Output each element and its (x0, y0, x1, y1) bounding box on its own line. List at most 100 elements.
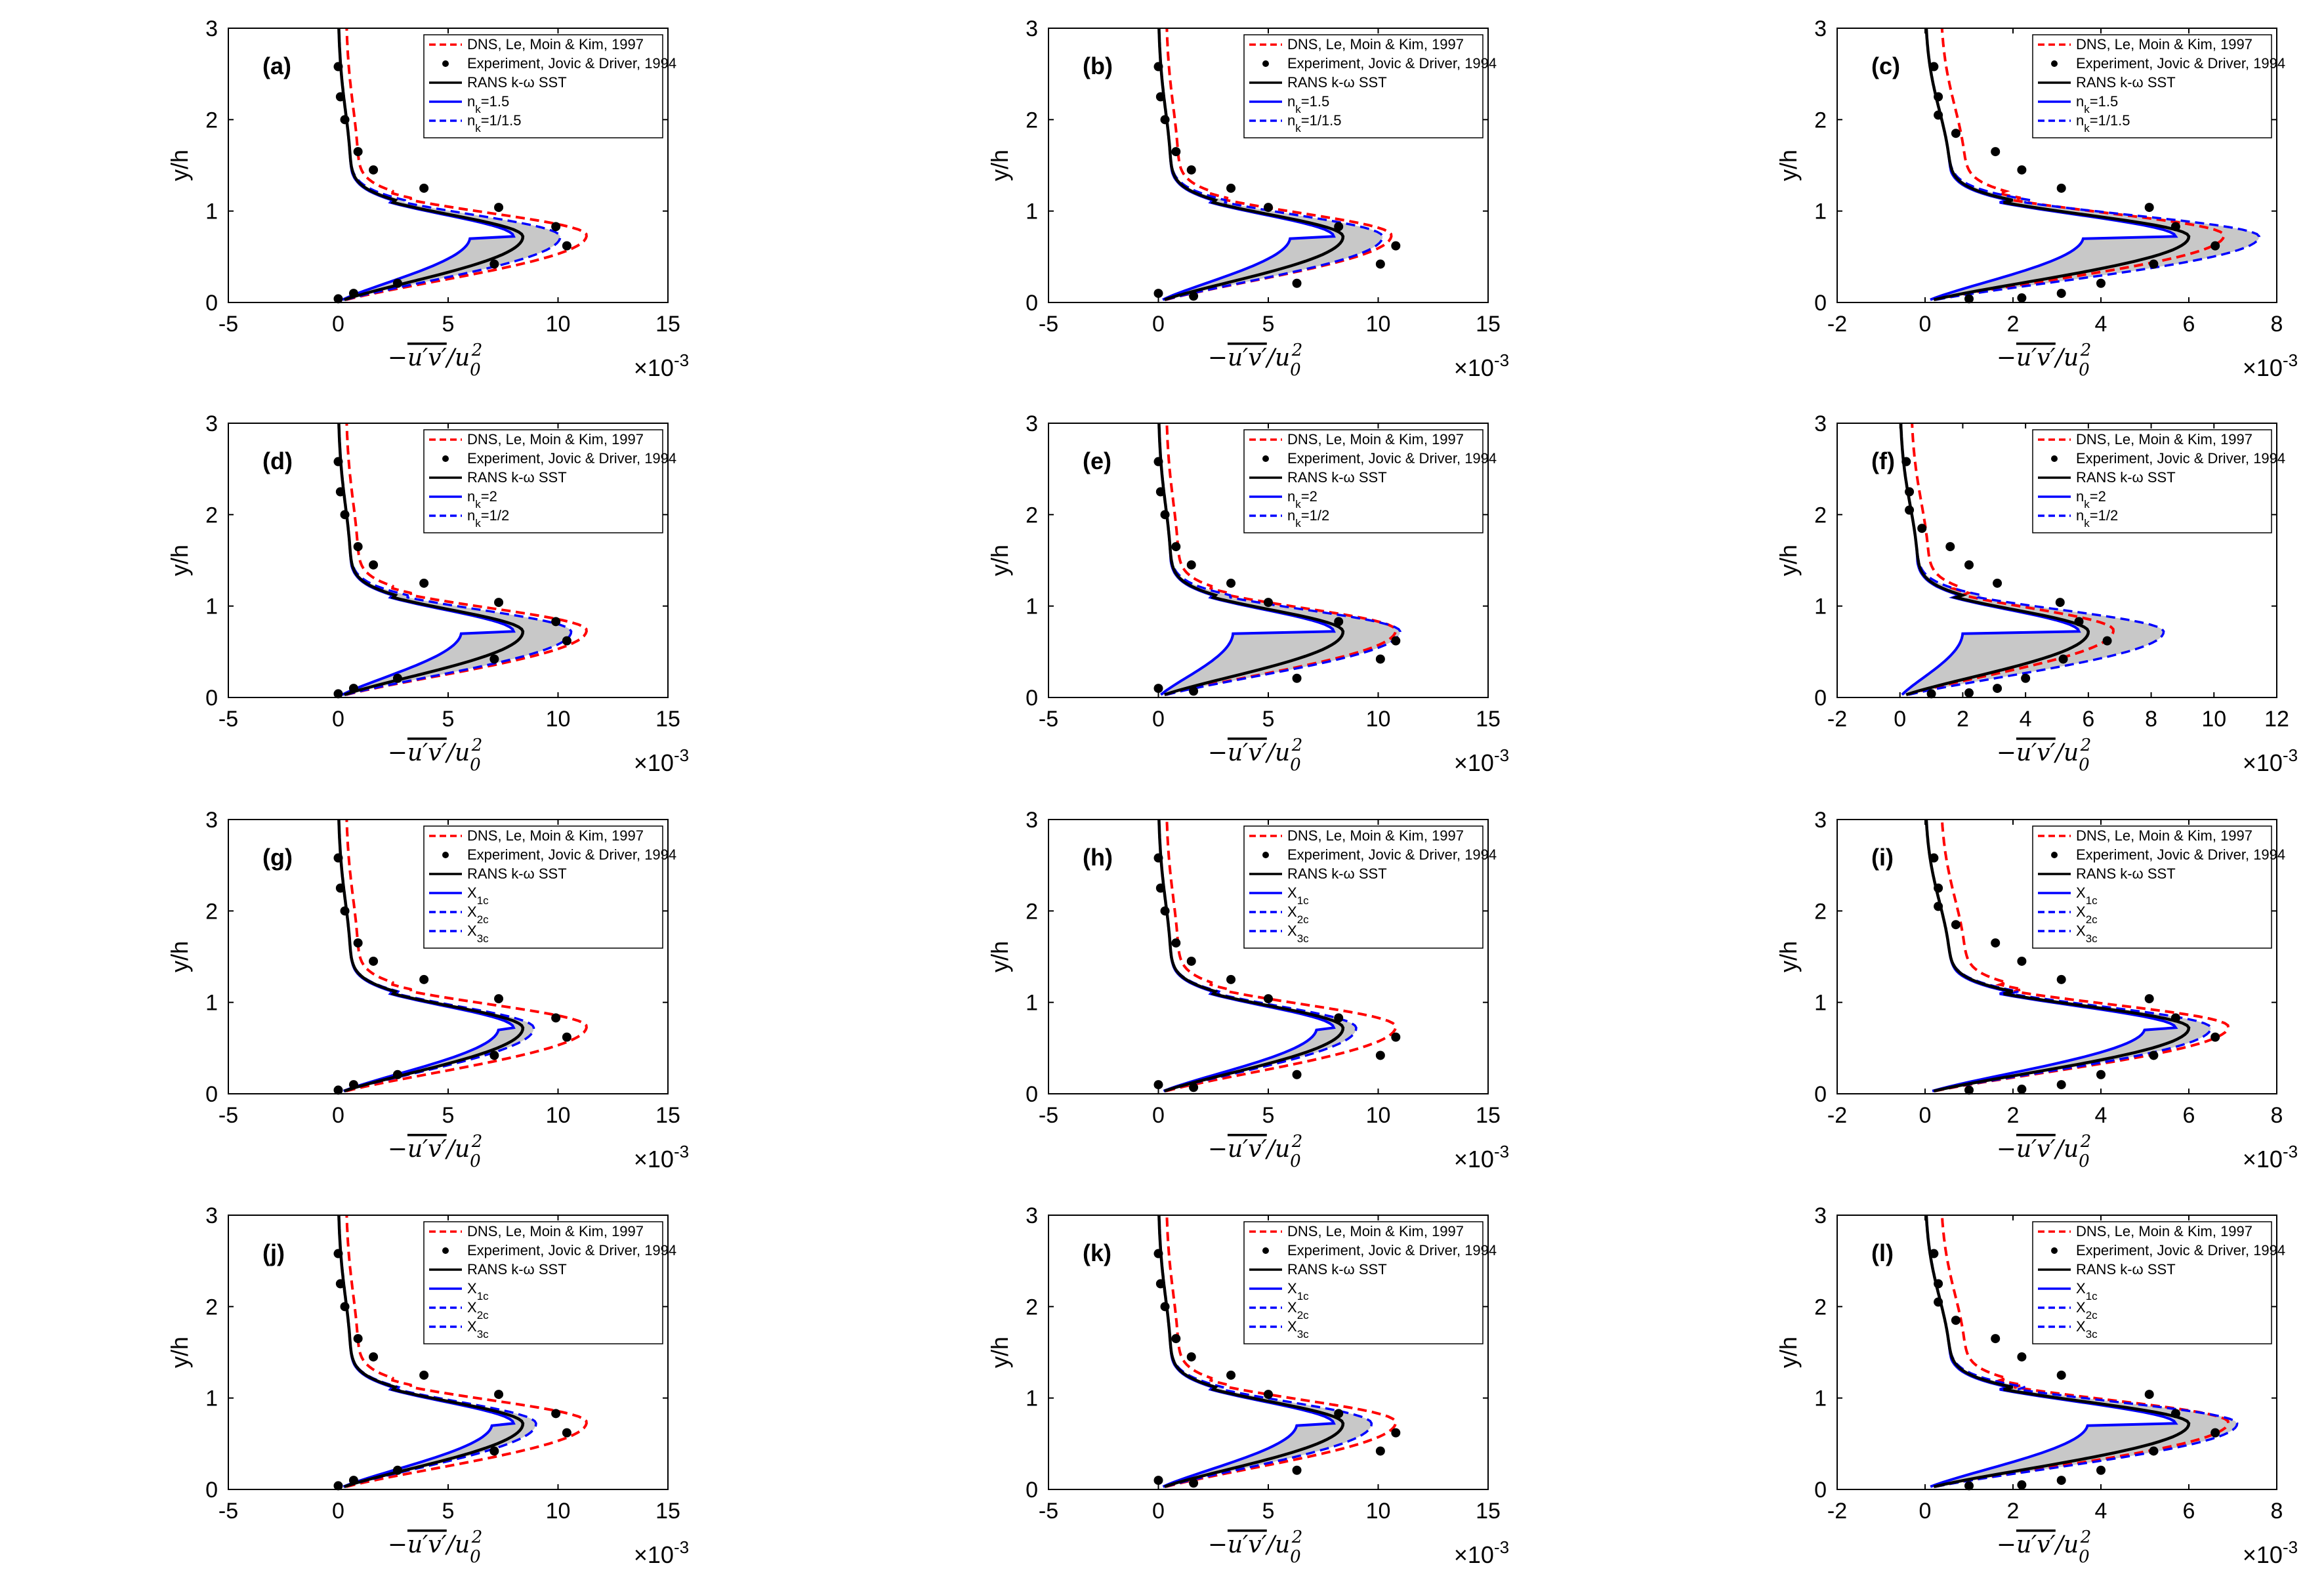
exp-point (489, 1050, 499, 1060)
x-tick-label: 0 (1919, 1103, 1932, 1128)
legend-entry: RANS k-ω SST (467, 74, 567, 91)
legend-entry: DNS, Le, Moin & Kim, 1997 (467, 1223, 644, 1239)
legend-box (1243, 1221, 1484, 1344)
legend-entry: X1c (2076, 1280, 2098, 1302)
exp-point (348, 684, 358, 694)
legend-entry: X2c (467, 904, 489, 926)
x-tick-label: 4 (2095, 312, 2107, 337)
legend-entry: DNS, Le, Moin & Kim, 1997 (2076, 431, 2252, 447)
x-tick-label: -2 (1827, 707, 1847, 732)
legend-marker (1262, 60, 1269, 67)
dns-line (1934, 819, 2230, 1092)
legend-entry: DNS, Le, Moin & Kim, 1997 (467, 431, 644, 447)
x-exponent: ×10-3 (634, 350, 689, 381)
exp-point (1334, 617, 1344, 627)
x-tick-label: -5 (218, 1499, 238, 1524)
x-tick-label: 10 (1366, 1103, 1391, 1128)
x-exponent: ×10-3 (1454, 350, 1509, 381)
exp-point (2017, 165, 2027, 175)
legend-entry: nk=1.5 (1287, 93, 1329, 115)
exp-point (340, 115, 350, 125)
exp-point (333, 457, 343, 467)
legend-box (1243, 34, 1484, 138)
exp-point (1334, 1409, 1344, 1419)
exp-point (1160, 906, 1170, 916)
y-tick-label: 3 (1026, 16, 1038, 41)
rans-line (1899, 423, 2090, 696)
legend-entry: Experiment, Jovic & Driver, 1994 (467, 450, 676, 467)
dns-line (1165, 423, 1398, 696)
y-tick-label: 3 (1026, 1203, 1038, 1228)
x-axis-label: −u′v′/u02 (1208, 736, 1302, 775)
legend-entry: RANS k-ω SST (1287, 469, 1387, 486)
y-axis-label: y/h (1775, 150, 1802, 181)
exp-point (551, 1409, 561, 1419)
x-tick-label: 8 (2145, 707, 2157, 732)
y-tick-label: 2 (1814, 1295, 1827, 1320)
exp-point (1189, 1478, 1199, 1488)
exp-point (2144, 203, 2154, 213)
legend-box (423, 1221, 663, 1344)
exp-point (562, 1428, 571, 1438)
x-tick-label: 15 (655, 1103, 680, 1128)
panel-label: (b) (1083, 52, 1113, 79)
y-tick-label: 0 (205, 686, 218, 711)
x-tick-label: 15 (655, 707, 680, 732)
legend-entry: DNS, Le, Moin & Kim, 1997 (2076, 36, 2252, 52)
exp-point (2074, 617, 2084, 627)
exp-point (1951, 920, 1961, 930)
exp-point (2096, 278, 2106, 288)
x-axis-label: −u′v′/u02 (388, 1528, 482, 1567)
legend-entry: DNS, Le, Moin & Kim, 1997 (2076, 1223, 2252, 1239)
y-tick-label: 1 (1026, 991, 1038, 1016)
panel-label: (c) (1871, 52, 1900, 79)
exp-point (419, 1370, 429, 1380)
x-tick-label: -5 (218, 707, 238, 732)
x-tick-label: -5 (1039, 1499, 1058, 1524)
x-axis-label: −u′v′/u02 (1208, 341, 1302, 380)
exp-point (348, 1080, 358, 1090)
x-tick-label: 15 (1476, 1103, 1501, 1128)
y-tick-label: 2 (1814, 899, 1827, 924)
x-tick-label: -5 (218, 312, 238, 337)
x-tick-label: 0 (1152, 707, 1165, 732)
legend-entry: X2c (467, 1299, 489, 1321)
x-tick-label: -5 (1039, 707, 1058, 732)
y-tick-label: 3 (1026, 808, 1038, 833)
x-tick-label: 5 (442, 707, 455, 732)
exp-point (348, 289, 358, 299)
legend-box (1243, 825, 1484, 949)
exp-point (1171, 542, 1181, 552)
exp-point (1991, 1334, 2001, 1344)
exp-point (340, 906, 350, 916)
y-tick-label: 3 (205, 411, 218, 436)
exp-point (1171, 938, 1181, 948)
x-tick-label: 5 (1262, 1499, 1275, 1524)
x-axis-label: −u′v′/u02 (1997, 736, 2091, 775)
legend-entry: nk=1/1.5 (2076, 112, 2130, 135)
panel-label: (g) (262, 844, 293, 871)
y-tick-label: 3 (1814, 16, 1827, 41)
x-tick-label: -2 (1827, 312, 1847, 337)
exp-point (335, 883, 345, 893)
exp-point (1905, 487, 1915, 497)
exp-point (2170, 1013, 2180, 1023)
dns-line (345, 28, 588, 301)
y-tick-label: 1 (1814, 1386, 1827, 1411)
legend-entry: RANS k-ω SST (2076, 1261, 2176, 1278)
legend-entry: DNS, Le, Moin & Kim, 1997 (1287, 1223, 1464, 1239)
exp-point (1964, 1085, 1974, 1095)
exp-point (1991, 147, 2001, 157)
x-tick-label: -2 (1827, 1103, 1847, 1128)
exp-point (369, 956, 379, 966)
exp-point (2056, 1370, 2066, 1380)
exp-point (392, 1465, 402, 1475)
y-tick-label: 1 (205, 991, 218, 1016)
x-tick-label: 15 (1476, 707, 1501, 732)
y-tick-label: 2 (205, 503, 218, 528)
exp-point (1153, 62, 1163, 72)
y-tick-label: 2 (1814, 503, 1827, 528)
x-tick-label: 0 (1152, 1103, 1165, 1128)
